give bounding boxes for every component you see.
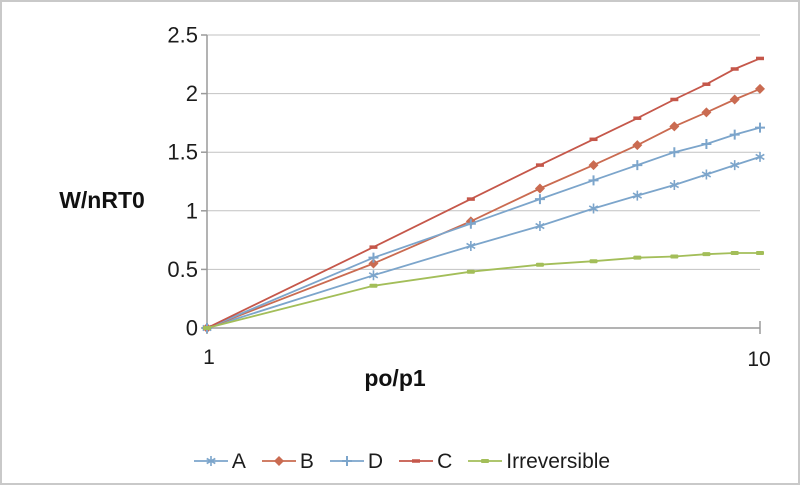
- svg-text:2: 2: [186, 81, 198, 106]
- legend-item-b: B: [261, 449, 314, 473]
- svg-text:1: 1: [203, 346, 215, 369]
- svg-text:2.5: 2.5: [167, 23, 198, 48]
- svg-text:0: 0: [186, 316, 198, 341]
- legend-item-label: C: [437, 449, 453, 473]
- y-axis-title: W/nRT0: [59, 187, 145, 213]
- legend-item-label: A: [231, 449, 246, 473]
- legend-marker-icon: [193, 456, 228, 466]
- legend-item-a: A: [193, 449, 246, 473]
- legend-item-label: B: [299, 449, 314, 473]
- legend-marker-icon: [399, 459, 434, 463]
- legend-marker-icon: [329, 456, 364, 466]
- legend-item-irreversible: Irreversible: [468, 451, 610, 472]
- svg-text:10: 10: [747, 348, 770, 371]
- legend-item-label: D: [367, 449, 384, 473]
- legend-marker-icon: [261, 456, 296, 466]
- svg-text:0.5: 0.5: [167, 257, 198, 282]
- x-axis-title: po/p1: [364, 365, 426, 391]
- svg-text:1.5: 1.5: [167, 140, 198, 165]
- legend-item-d: D: [329, 449, 384, 473]
- legend-item-label: Irreversible: [506, 449, 611, 473]
- legend: A B D C Irreversible: [2, 446, 798, 476]
- legend-marker-icon: [468, 459, 503, 463]
- svg-text:1: 1: [186, 198, 198, 223]
- legend-item-c: C: [399, 451, 452, 472]
